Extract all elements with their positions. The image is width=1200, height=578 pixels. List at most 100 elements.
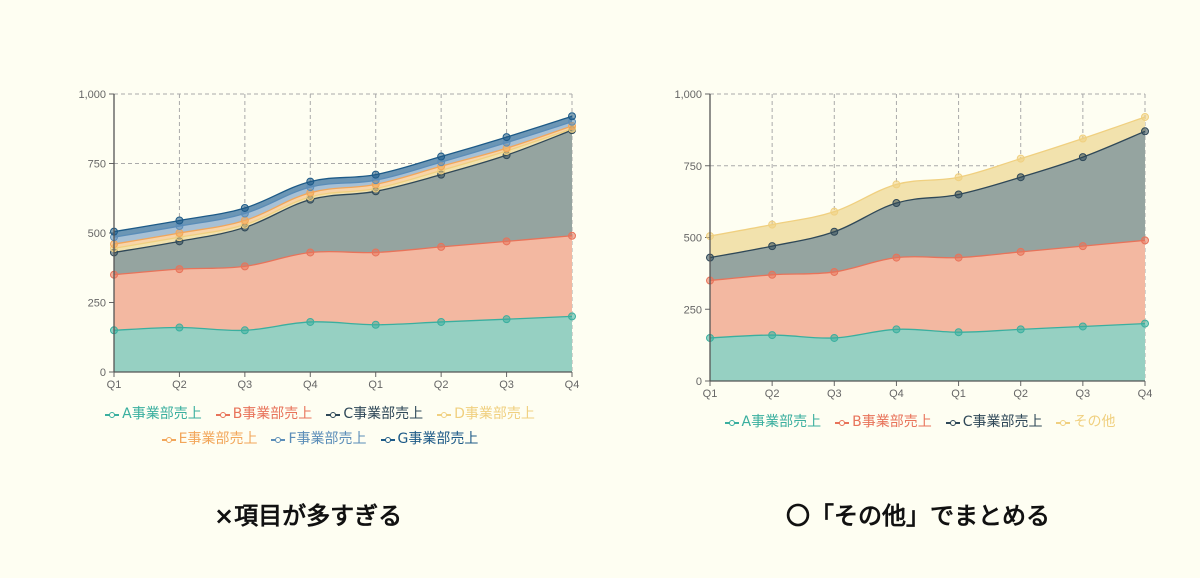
x-tick-label: Q2 (434, 379, 449, 391)
data-point[interactable] (306, 317, 315, 326)
line-B事業部売上 (113, 235, 573, 276)
data-point[interactable] (371, 170, 380, 179)
data-point[interactable] (768, 242, 777, 251)
area-A事業部売上[interactable] (710, 323, 1145, 381)
data-point[interactable] (240, 203, 249, 212)
data-point[interactable] (1078, 153, 1087, 162)
data-point[interactable] (437, 317, 446, 326)
data-point[interactable] (1078, 242, 1087, 251)
line-D事業部売上 (113, 128, 573, 249)
legend-item[interactable]: G事業部売上 (380, 427, 478, 452)
data-point[interactable] (768, 331, 777, 340)
line-marker-icon (724, 419, 739, 427)
data-point[interactable] (240, 216, 249, 225)
data-point[interactable] (1078, 134, 1087, 143)
data-point[interactable] (240, 262, 249, 271)
legend-item[interactable]: D事業部売上 (437, 402, 535, 427)
x-tick-label: Q4 (303, 379, 318, 391)
line-marker-icon (835, 419, 850, 427)
x-tick-label: Q4 (1138, 388, 1153, 400)
x-tick-label: Q3 (499, 379, 514, 391)
data-point[interactable] (1141, 236, 1149, 245)
data-point[interactable] (502, 237, 511, 246)
legend-item[interactable]: C事業部売上 (326, 402, 423, 427)
data-point[interactable] (892, 199, 901, 208)
line-marker-icon (105, 411, 120, 419)
data-point[interactable] (502, 133, 511, 142)
left-caption: ×項目が多すぎる (214, 502, 403, 530)
data-point[interactable] (568, 112, 576, 121)
x-tick-label: Q2 (1013, 388, 1028, 400)
data-point[interactable] (954, 328, 963, 337)
y-tick-label: 1,000 (78, 89, 106, 101)
data-point[interactable] (175, 229, 184, 237)
data-point[interactable] (768, 270, 777, 279)
area-F事業部売上[interactable] (114, 121, 572, 245)
line-marker-icon (161, 436, 176, 444)
data-point[interactable] (1016, 173, 1025, 182)
data-point[interactable] (306, 177, 315, 186)
legend-item[interactable]: B事業部売上 (215, 402, 312, 427)
data-point[interactable] (371, 320, 380, 329)
data-point[interactable] (830, 333, 839, 342)
data-point[interactable] (240, 326, 249, 335)
area-G事業部売上[interactable] (114, 116, 572, 238)
data-point[interactable] (1016, 325, 1025, 334)
legend-item[interactable]: E事業部売上 (161, 427, 257, 452)
x-tick-label: Q3 (238, 379, 253, 391)
data-point[interactable] (1141, 112, 1149, 121)
data-point[interactable] (768, 220, 777, 229)
line-A事業部売上 (709, 322, 1146, 339)
line-B事業部売上 (709, 239, 1146, 282)
legend-label: B事業部売上 (852, 414, 932, 430)
data-point[interactable] (306, 248, 315, 257)
legend-item[interactable]: その他 (1056, 410, 1115, 435)
data-point[interactable] (892, 325, 901, 334)
data-point[interactable] (954, 173, 963, 182)
data-point[interactable] (830, 267, 839, 276)
data-point[interactable] (1016, 247, 1025, 256)
area-B事業部売上[interactable] (710, 240, 1145, 339)
left-stacked-area-chart: 0 250 500 750 1,000 Q1 Q2 Q3 Q4 Q1 Q2 Q3 Q4 (78, 89, 579, 391)
legend-item[interactable]: F事業部売上 (271, 427, 367, 452)
data-point[interactable] (1141, 319, 1149, 328)
right-caption: 〇「その他」でまとめる (786, 502, 1050, 530)
data-point[interactable] (371, 248, 380, 257)
legend-item[interactable]: B事業部売上 (835, 410, 932, 435)
legend-row: E事業部売上 F事業部売上 G事業部売上 (40, 427, 600, 452)
data-point[interactable] (568, 231, 576, 240)
data-point[interactable] (892, 253, 901, 262)
legend-row: A事業部売上 B事業部売上 C事業部売上 D事業部売上 (40, 402, 600, 427)
data-point[interactable] (830, 207, 839, 216)
data-point[interactable] (502, 315, 511, 324)
right-chart-panel: 0 250 500 750 1,000 Q1 Q2 Q3 Q4 Q1 Q2 Q3 Q4 A事業部売上 B事… (600, 0, 1200, 578)
data-point[interactable] (892, 180, 901, 189)
area-A事業部売上[interactable] (114, 316, 572, 372)
legend-label: A事業部売上 (122, 406, 202, 422)
data-point[interactable] (1141, 127, 1149, 136)
data-point[interactable] (568, 312, 576, 321)
line-marker-icon (326, 411, 341, 419)
data-point[interactable] (437, 242, 446, 251)
data-point[interactable] (954, 253, 963, 262)
legend-item[interactable]: A事業部売上 (724, 410, 822, 435)
data-point[interactable] (175, 323, 184, 332)
legend-label: D事業部売上 (454, 406, 535, 422)
y-tick-label: 0 (696, 376, 702, 388)
data-point[interactable] (1016, 154, 1025, 163)
area-B事業部売上[interactable] (114, 235, 572, 331)
data-point[interactable] (437, 152, 446, 161)
legend-item[interactable]: C事業部売上 (945, 410, 1042, 435)
legend-label: A事業部売上 (741, 414, 822, 430)
y-tick-label: 1,000 (674, 89, 702, 101)
area-その他[interactable] (710, 116, 1145, 258)
legend-item[interactable]: A事業部売上 (105, 402, 202, 427)
data-point[interactable] (830, 227, 839, 236)
area-C事業部売上[interactable] (710, 131, 1145, 281)
data-point[interactable] (954, 190, 963, 199)
y-tick-label: 500 (684, 233, 702, 245)
data-point[interactable] (175, 216, 184, 225)
data-point[interactable] (175, 265, 184, 274)
area-C事業部売上[interactable] (114, 130, 572, 275)
data-point[interactable] (1078, 322, 1087, 331)
